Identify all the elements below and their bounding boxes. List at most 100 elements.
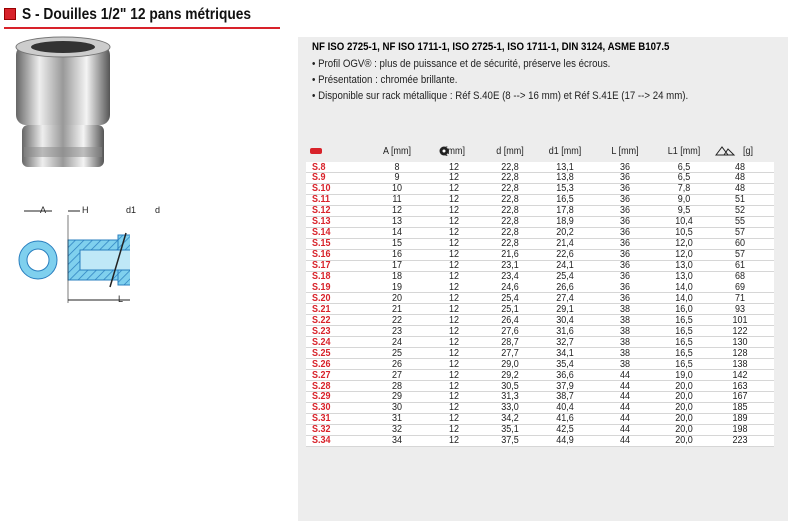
table-row bbox=[306, 238, 774, 250]
column-header: [g] bbox=[742, 146, 754, 157]
column-header: A [mm] bbox=[382, 146, 412, 157]
value-cell: 32,7 bbox=[556, 336, 574, 348]
title-marker bbox=[4, 8, 16, 20]
product-illustration bbox=[15, 36, 130, 303]
value-cell: 16,5 bbox=[675, 358, 693, 370]
table-row bbox=[306, 391, 774, 403]
value-cell: 31,3 bbox=[501, 391, 519, 403]
value-cell: 36 bbox=[619, 216, 631, 228]
value-cell: 12 bbox=[448, 216, 460, 228]
value-cell: 22,8 bbox=[501, 227, 519, 239]
value-cell: 20,0 bbox=[675, 424, 693, 436]
value-cell: 19,0 bbox=[675, 369, 693, 381]
value-cell: 36 bbox=[619, 238, 631, 250]
value-cell: 34 bbox=[391, 435, 403, 447]
value-cell: 12 bbox=[448, 358, 460, 370]
value-cell: 48 bbox=[734, 172, 746, 184]
value-cell: 25,4 bbox=[501, 292, 519, 304]
value-cell: 36 bbox=[619, 161, 631, 173]
value-cell: 12 bbox=[448, 249, 460, 261]
table-row bbox=[306, 413, 774, 425]
dim-label: H bbox=[82, 205, 89, 215]
value-cell: 25 bbox=[391, 347, 403, 359]
value-cell: 12 bbox=[448, 183, 460, 195]
header-icons bbox=[310, 146, 736, 156]
value-cell: 36 bbox=[619, 205, 631, 217]
page-title: S - Douilles 1/2" 12 pans métriques bbox=[22, 6, 252, 23]
value-cell: 17 bbox=[391, 260, 403, 272]
table-row bbox=[306, 424, 774, 436]
value-cell: 29,0 bbox=[501, 358, 519, 370]
value-cell: 142 bbox=[732, 369, 748, 381]
value-cell: 122 bbox=[732, 325, 748, 337]
ref-cell: S.21 bbox=[312, 303, 331, 315]
value-cell: 14 bbox=[391, 227, 403, 239]
value-cell: 44 bbox=[619, 369, 631, 381]
value-cell: 18 bbox=[391, 271, 403, 282]
value-cell: 12 bbox=[448, 347, 460, 359]
value-cell: 9,5 bbox=[677, 205, 691, 217]
value-cell: 12 bbox=[448, 369, 460, 381]
value-cell: 12,0 bbox=[675, 249, 693, 261]
value-cell: 163 bbox=[732, 380, 748, 392]
ref-cell: S.17 bbox=[312, 260, 331, 272]
table-row bbox=[306, 435, 774, 447]
value-cell: 12 bbox=[448, 172, 460, 184]
value-cell: 38,7 bbox=[556, 391, 574, 403]
value-cell: 101 bbox=[732, 314, 748, 326]
value-cell: 44 bbox=[619, 435, 631, 447]
table-row bbox=[306, 370, 774, 382]
value-cell: 44 bbox=[619, 391, 631, 403]
value-cell: 51 bbox=[734, 194, 746, 206]
value-cell: 30,5 bbox=[501, 380, 519, 392]
value-cell: 28,7 bbox=[501, 336, 519, 348]
value-cell: 16,5 bbox=[675, 347, 693, 359]
value-cell: 13 bbox=[391, 216, 403, 228]
value-cell: 30 bbox=[391, 402, 403, 414]
value-cell: 16,5 bbox=[675, 325, 693, 337]
value-cell: 12 bbox=[448, 227, 460, 239]
value-cell: 12 bbox=[448, 435, 460, 447]
column-header: d [mm] bbox=[496, 146, 524, 157]
table-row bbox=[306, 216, 774, 228]
value-cell: 42,5 bbox=[556, 424, 574, 436]
value-cell: 22,8 bbox=[501, 216, 519, 228]
value-cell: 22,8 bbox=[501, 161, 519, 173]
value-cell: 12 bbox=[448, 205, 460, 217]
value-cell: 44,9 bbox=[556, 435, 574, 447]
value-cell: 12 bbox=[448, 314, 460, 326]
value-cell: 18,9 bbox=[556, 216, 574, 228]
value-cell: 12 bbox=[448, 402, 460, 414]
value-cell: 36,6 bbox=[556, 369, 574, 381]
value-cell: 33,0 bbox=[501, 402, 519, 414]
value-cell: 29,2 bbox=[501, 369, 519, 381]
value-cell: 36 bbox=[619, 183, 631, 195]
value-cell: 12 bbox=[448, 292, 460, 304]
table-row bbox=[306, 348, 774, 360]
bullet: • Profil OGV® : plus de puissance et de … bbox=[312, 58, 611, 70]
value-cell: 138 bbox=[732, 358, 748, 370]
value-cell: 38 bbox=[619, 303, 631, 315]
value-cell: 20,0 bbox=[675, 402, 693, 414]
value-cell: 25,1 bbox=[501, 303, 519, 315]
value-cell: 22 bbox=[391, 314, 403, 326]
value-cell: 27,4 bbox=[556, 292, 574, 304]
value-cell: 12 bbox=[448, 380, 460, 392]
value-cell: 28 bbox=[391, 380, 403, 392]
table-row bbox=[306, 293, 774, 305]
value-cell: 12 bbox=[448, 281, 460, 293]
table-row bbox=[306, 326, 774, 338]
value-cell: 20,2 bbox=[556, 227, 574, 239]
value-cell: 24,6 bbox=[501, 281, 519, 293]
value-cell: 44 bbox=[619, 413, 631, 425]
ref-cell: S.13 bbox=[312, 216, 331, 228]
value-cell: 12 bbox=[448, 238, 460, 250]
dim-label: A bbox=[40, 205, 47, 215]
value-cell: 55 bbox=[734, 216, 746, 228]
table-row bbox=[306, 205, 774, 217]
value-cell: 23,4 bbox=[501, 271, 519, 282]
value-cell: 38 bbox=[619, 314, 631, 326]
value-cell: 27,6 bbox=[501, 325, 519, 337]
value-cell: 12 bbox=[448, 424, 460, 436]
